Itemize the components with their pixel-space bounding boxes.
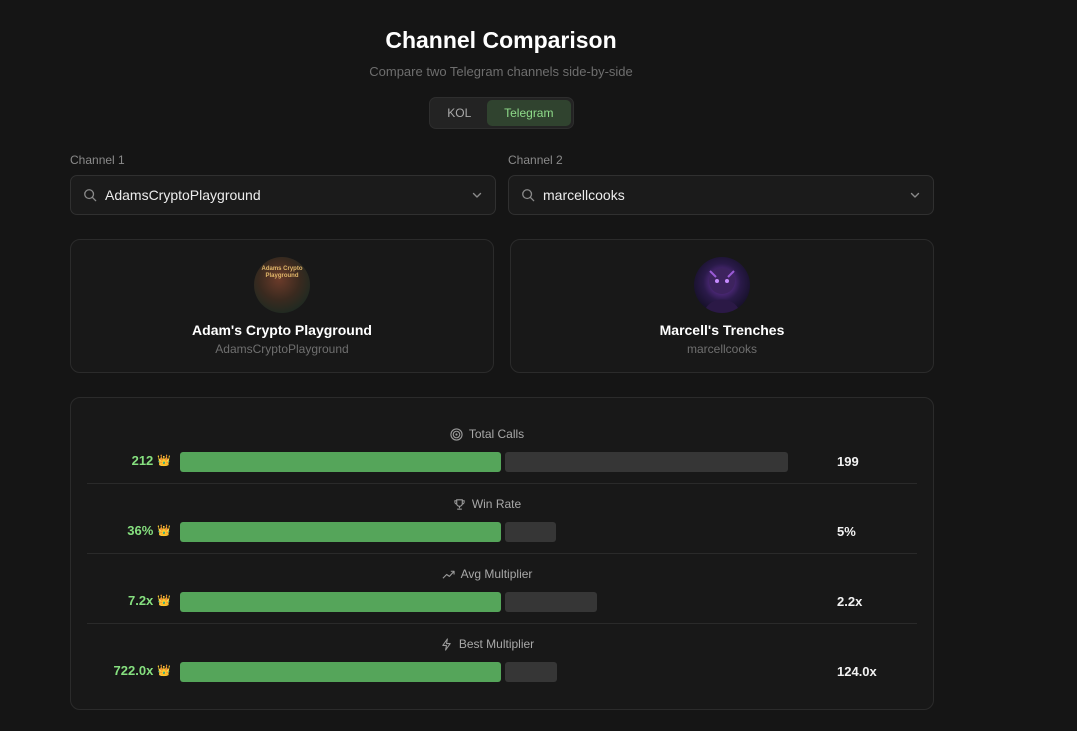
stat-row-total-calls: Total Calls 212 👑 199 <box>87 414 917 484</box>
stat-bar-left <box>180 592 501 612</box>
stat-label-total-calls: Total Calls <box>87 427 887 441</box>
stat-right-value: 199 <box>837 454 859 469</box>
stat-right-value: 2.2x <box>837 594 863 609</box>
channel-2-label: Channel 2 <box>508 153 563 167</box>
stat-left-text: 36% <box>127 523 154 538</box>
stat-bar-right <box>505 522 556 542</box>
channel-1-name: Adam's Crypto Playground <box>192 322 372 338</box>
channel-1-avatar: Adams Crypto Playground <box>254 257 310 313</box>
trending-up-icon <box>442 570 455 579</box>
source-toggle: KOL Telegram <box>429 97 574 129</box>
channel-1-value: AdamsCryptoPlayground <box>105 187 261 203</box>
stat-label-text: Best Multiplier <box>458 637 535 651</box>
stat-bar-right <box>505 662 557 682</box>
stat-label-avg-multiplier: Avg Multiplier <box>87 567 887 581</box>
stat-left-value: 7.2x 👑 <box>128 593 171 608</box>
channel-2-handle: marcellcooks <box>686 342 758 356</box>
channel-2-avatar-art <box>704 268 740 313</box>
stat-left-text: 7.2x <box>127 593 154 608</box>
zap-icon <box>442 637 451 651</box>
stat-left-value: 36% 👑 <box>127 523 171 538</box>
stat-right-value: 5% <box>837 524 856 539</box>
channel-2-card: Marcell's Trenches marcellcooks <box>510 239 934 373</box>
toggle-kol-button[interactable]: KOL <box>447 106 472 120</box>
chevron-down-icon <box>910 192 920 198</box>
channel-1-handle: AdamsCryptoPlayground <box>215 342 349 356</box>
stat-row-best-multiplier: Best Multiplier 722.0x 👑 124.0x <box>87 624 917 694</box>
stat-label-win-rate: Win Rate <box>87 497 887 511</box>
stat-bar-left <box>180 522 501 542</box>
channel-2-value: marcellcooks <box>543 187 625 203</box>
stat-bar-right <box>505 452 788 472</box>
search-icon <box>522 189 535 202</box>
crown-icon: 👑 <box>157 525 171 537</box>
toggle-telegram-button[interactable]: Telegram <box>486 100 571 126</box>
channel-1-select[interactable]: AdamsCryptoPlayground <box>70 175 496 215</box>
stat-left-value: 722.0x 👑 <box>114 663 171 678</box>
page-subtitle: Compare two Telegram channels side-by-si… <box>369 64 633 79</box>
stat-row-avg-multiplier: Avg Multiplier 7.2x 👑 2.2x <box>87 554 917 624</box>
channel-2-avatar <box>694 257 750 313</box>
comparison-panel: Total Calls 212 👑 199 Win Rate 36% 👑 5% <box>70 397 934 710</box>
stat-left-text: 212 <box>131 453 154 468</box>
stat-left-value: 212 👑 <box>132 453 171 468</box>
stat-label-text: Avg Multiplier <box>460 567 533 581</box>
search-icon <box>84 189 97 202</box>
channel-1-avatar-art: Adams Crypto Playground <box>261 266 303 279</box>
crown-icon: 👑 <box>157 595 171 607</box>
page-title: Channel Comparison <box>385 27 617 53</box>
crown-icon: 👑 <box>157 665 171 677</box>
channel-2-select[interactable]: marcellcooks <box>508 175 934 215</box>
channel-1-card: Adams Crypto Playground Adam's Crypto Pl… <box>70 239 494 373</box>
stat-bar-left <box>180 452 501 472</box>
stat-right-value: 124.0x <box>837 664 877 679</box>
trophy-icon <box>454 498 465 510</box>
stat-row-win-rate: Win Rate 36% 👑 5% <box>87 484 917 554</box>
channel-1-label: Channel 1 <box>70 153 125 167</box>
chevron-down-icon <box>472 192 482 198</box>
stat-bar-left <box>180 662 501 682</box>
stat-label-best-multiplier: Best Multiplier <box>87 637 887 651</box>
stat-bar-right <box>505 592 597 612</box>
crown-icon: 👑 <box>157 455 171 467</box>
channel-2-name: Marcell's Trenches <box>659 322 785 338</box>
target-icon <box>450 427 463 441</box>
stat-label-text: Total Calls <box>468 427 525 441</box>
stat-label-text: Win Rate <box>471 497 522 511</box>
stat-left-text: 722.0x <box>113 663 154 678</box>
